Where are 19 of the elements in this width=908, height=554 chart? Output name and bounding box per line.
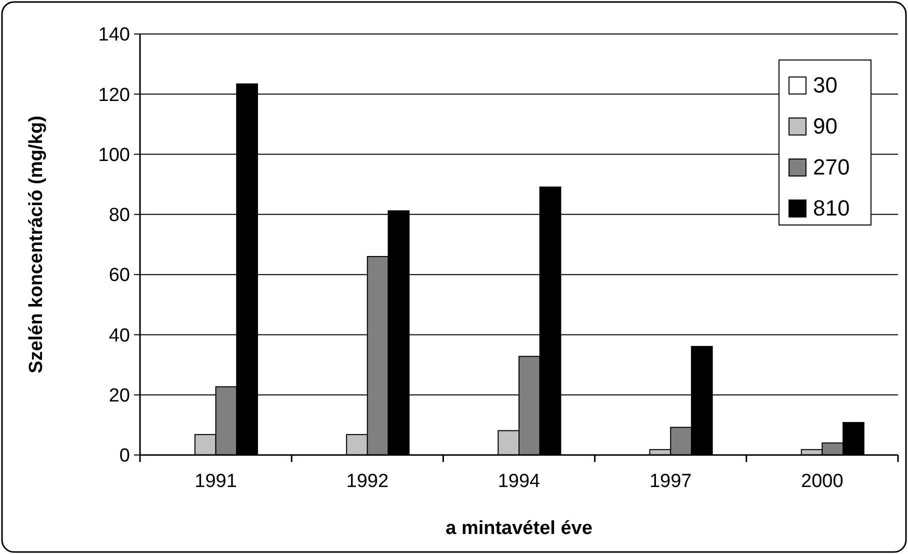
- x-tick-label: 1992: [346, 471, 389, 492]
- y-tick-label: 40: [108, 325, 130, 346]
- y-tick-label: 0: [119, 446, 130, 467]
- x-tick-label: 2000: [801, 471, 844, 492]
- y-tick-label: 80: [108, 205, 130, 226]
- x-tick-label: 1991: [194, 471, 237, 492]
- x-tick-label: 1994: [498, 471, 541, 492]
- x-tick-label: 1997: [649, 471, 692, 492]
- y-axis-title: Szelén koncentráció (mg/kg): [26, 116, 47, 374]
- y-tick-label: 60: [108, 265, 130, 286]
- y-tick-label: 140: [98, 24, 130, 46]
- y-tick-label: 120: [98, 84, 130, 106]
- x-axis-title: a mintavétel éve: [446, 518, 592, 539]
- legend-label: 810: [813, 196, 850, 221]
- legend-label: 90: [813, 114, 838, 139]
- legend-label: 30: [813, 72, 838, 98]
- y-tick-label: 20: [108, 386, 130, 407]
- legend-label: 270: [813, 154, 850, 180]
- y-tick-label: 100: [98, 144, 130, 166]
